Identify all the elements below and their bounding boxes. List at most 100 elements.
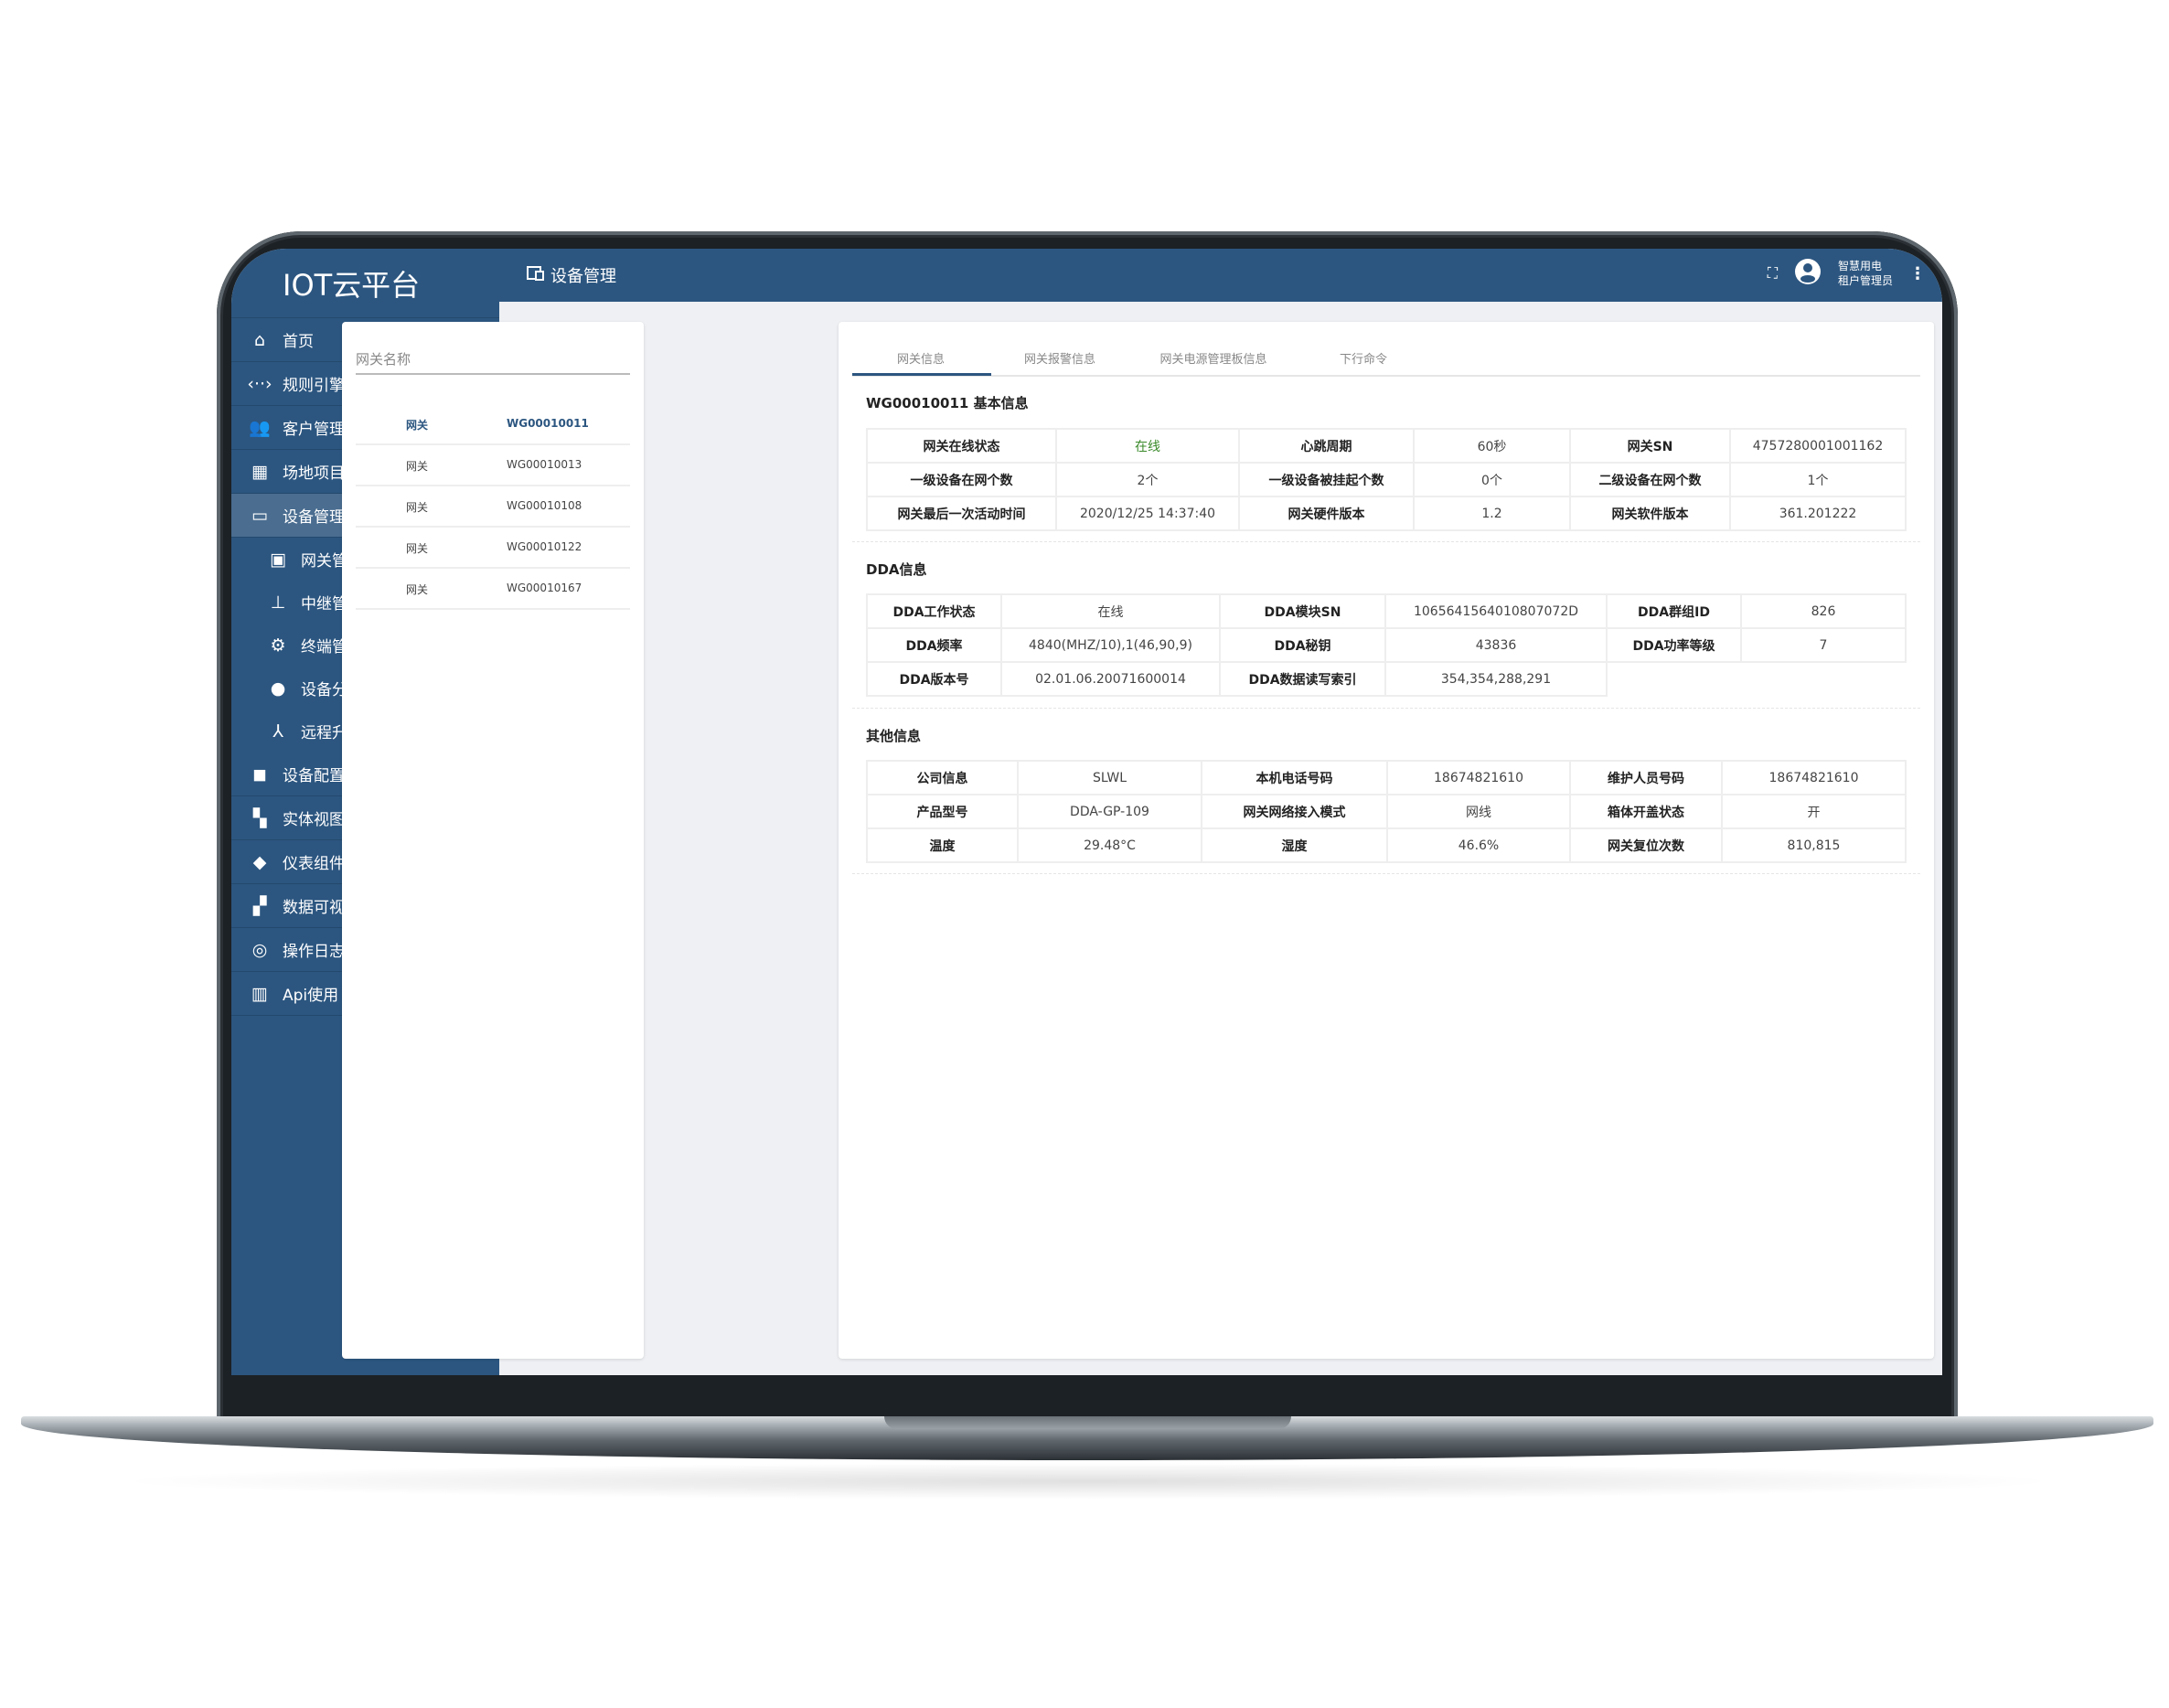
home-icon: ⌂ xyxy=(253,329,266,350)
dashboard-icon: ▞ xyxy=(252,895,267,916)
fullscreen-icon[interactable]: ⛶ xyxy=(1767,264,1778,282)
chip-icon: ⚙ xyxy=(270,635,286,656)
field-label: DDA工作状态 xyxy=(866,593,1002,629)
active-tab-indicator xyxy=(852,373,991,376)
field-label: 网关在线状态 xyxy=(866,428,1057,464)
field-label: 二级设备在网个数 xyxy=(1569,462,1731,497)
gateway-list-item[interactable]: 网关 WG00010167 xyxy=(356,569,630,610)
table-row: DDA版本号 02.01.06.20071600014 DDA数据读写索引 354,3… xyxy=(866,661,1906,697)
sidebar-item-label: 实体视图 xyxy=(283,811,345,829)
gateway-list-panel: 网关名称 网关 WG00010011 网关 WG00010013 网关 WG0001010… xyxy=(342,322,644,1359)
field-value: 4757280001001162 xyxy=(1729,428,1907,464)
gateway-detail-panel: 网关信息 网关报警信息 网关电源管理板信息 下行命令 WG00010011 基本… xyxy=(839,322,1934,1359)
field-value: 29.48°C xyxy=(1017,827,1202,863)
sidebar-item-label: 规则引擎 xyxy=(283,377,345,395)
field-value: 826 xyxy=(1740,593,1907,629)
avatar[interactable] xyxy=(1794,258,1822,289)
table-row: DDA工作状态 在线 DDA模块SN 1065641564010807072D DDA群… xyxy=(866,593,1907,629)
field-label: DDA秘钥 xyxy=(1219,627,1386,663)
sidebar-item-label: 客户管理 xyxy=(283,421,345,439)
gateway-id: WG00010013 xyxy=(507,458,582,471)
gateway-list-item[interactable]: 网关 WG00010108 xyxy=(356,486,630,528)
gateway-id: WG00010122 xyxy=(507,540,582,553)
view-quilt-icon: ▚ xyxy=(252,807,267,828)
gateway-type: 网关 xyxy=(406,542,429,555)
field-value: 4840(MHZ/10),1(46,90,9) xyxy=(1000,627,1221,663)
gateway-id: WG00010167 xyxy=(507,582,582,594)
field-label: DDA频率 xyxy=(866,627,1002,663)
tab-gateway-alarm[interactable]: 网关报警信息 xyxy=(1023,353,1095,367)
field-value: SLWL xyxy=(1017,760,1202,795)
field-value: 60秒 xyxy=(1413,428,1571,464)
field-value: 2个 xyxy=(1055,462,1240,497)
basic-info-table: 网关在线状态 在线 心跳周期 60秒 网关SN 4757280001001162 一级设备在… xyxy=(866,428,1907,531)
field-label: 网关SN xyxy=(1569,428,1731,464)
field-label: 一级设备被挂起个数 xyxy=(1238,462,1415,497)
config-icon: ◼ xyxy=(252,763,267,785)
field-value: 2020/12/25 14:37:40 xyxy=(1055,496,1240,531)
field-label: 网关最后一次活动时间 xyxy=(866,496,1057,531)
field-label: 温度 xyxy=(866,827,1019,863)
field-label: 本机电话号码 xyxy=(1201,760,1388,795)
code-icon: ‹··› xyxy=(247,373,272,394)
field-value: 361.201222 xyxy=(1729,496,1907,531)
gateway-type: 网关 xyxy=(406,501,429,514)
other-info-table: 公司信息 SLWL 本机电话号码 18674821610 维护人员号码 186748216… xyxy=(866,760,1907,863)
widgets-icon: ◆ xyxy=(252,851,267,872)
sidebar-item-label: 设备管理 xyxy=(283,508,345,527)
devices-icon xyxy=(527,265,545,285)
field-label: 网关硬件版本 xyxy=(1238,496,1415,531)
location-pin-icon: ● xyxy=(270,678,286,699)
field-value: 7 xyxy=(1740,627,1907,663)
field-value: 1065641564010807072D xyxy=(1384,593,1608,629)
tab-gateway-info[interactable]: 网关信息 xyxy=(896,353,945,367)
field-value: 0个 xyxy=(1413,462,1571,497)
tab-downlink-command[interactable]: 下行命令 xyxy=(1339,353,1387,367)
field-value: 18674821610 xyxy=(1386,760,1571,795)
laptop-notch xyxy=(884,1416,1291,1429)
log-icon: ◎ xyxy=(251,939,268,960)
field-label: 公司信息 xyxy=(866,760,1019,795)
field-value: 43836 xyxy=(1384,627,1608,663)
table-row: 公司信息 SLWL 本机电话号码 18674821610 维护人员号码 186748216… xyxy=(866,760,1907,795)
field-label: 网关复位次数 xyxy=(1569,827,1723,863)
field-label: 湿度 xyxy=(1201,827,1388,863)
gateway-id: WG00010108 xyxy=(507,499,582,512)
people-icon: 👥 xyxy=(249,418,271,438)
field-value: 18674821610 xyxy=(1721,760,1907,795)
sidebar-item-label: Api使用 xyxy=(283,987,339,1005)
dda-info-table: DDA工作状态 在线 DDA模块SN 1065641564010807072D DDA群… xyxy=(866,593,1907,697)
table-row: 网关在线状态 在线 心跳周期 60秒 网关SN 4757280001001162 xyxy=(866,428,1907,464)
field-label: DDA版本号 xyxy=(866,661,1002,697)
field-value: 在线 xyxy=(1055,428,1240,464)
field-value: 46.6% xyxy=(1386,827,1571,863)
field-value: 02.01.06.20071600014 xyxy=(1000,661,1221,697)
gateway-list-item[interactable]: 网关 WG00010013 xyxy=(356,445,630,486)
field-label: DDA数据读写索引 xyxy=(1219,661,1386,697)
table-row: DDA频率 4840(MHZ/10),1(46,90,9) DDA秘钥 43836 DD… xyxy=(866,627,1907,663)
field-value: 354,354,288,291 xyxy=(1384,661,1608,697)
app-screen: IOT云平台 ⌂首页‹··›规则引擎👥客户管理▦场地项目▭设备管理︿▣网关管理⊥… xyxy=(231,249,1942,1375)
field-label: 维护人员号码 xyxy=(1569,760,1723,795)
field-value: 在线 xyxy=(1000,593,1221,629)
field-label: 一级设备在网个数 xyxy=(866,462,1057,497)
router-icon: ⊥ xyxy=(270,592,286,613)
table-row: 产品型号 DDA-GP-109 网关网络接入模式 网线 箱体开盖状态开 xyxy=(866,794,1907,829)
tab-power-board[interactable]: 网关电源管理板信息 xyxy=(1159,353,1267,367)
field-label: 心跳周期 xyxy=(1238,428,1415,464)
gateway-search-input[interactable]: 网关名称 xyxy=(356,351,411,368)
page-title: 设备管理 xyxy=(527,263,616,287)
gateway-type: 网关 xyxy=(406,583,429,596)
sidebar-item-label: 仪表组件 xyxy=(283,855,345,873)
more-vertical-icon[interactable]: ⋮ xyxy=(1909,263,1926,283)
tab-bar: 网关信息 网关报警信息 网关电源管理板信息 下行命令 xyxy=(852,340,1920,377)
field-label: 网关软件版本 xyxy=(1569,496,1731,531)
gateway-type: 网关 xyxy=(406,460,429,473)
field-label: DDA群组ID xyxy=(1606,593,1742,629)
user-info[interactable]: 智慧用电 租户管理员 xyxy=(1837,260,1893,287)
table-row: 温度 29.48°C 湿度 46.6% 网关复位次数 810,815 xyxy=(866,827,1907,863)
gateway-icon: ▣ xyxy=(270,549,286,570)
gateway-list-item[interactable]: 网关 WG00010122 xyxy=(356,528,630,569)
field-value: 开 xyxy=(1721,794,1907,829)
gateway-list-item[interactable]: 网关 WG00010011 xyxy=(356,404,630,445)
